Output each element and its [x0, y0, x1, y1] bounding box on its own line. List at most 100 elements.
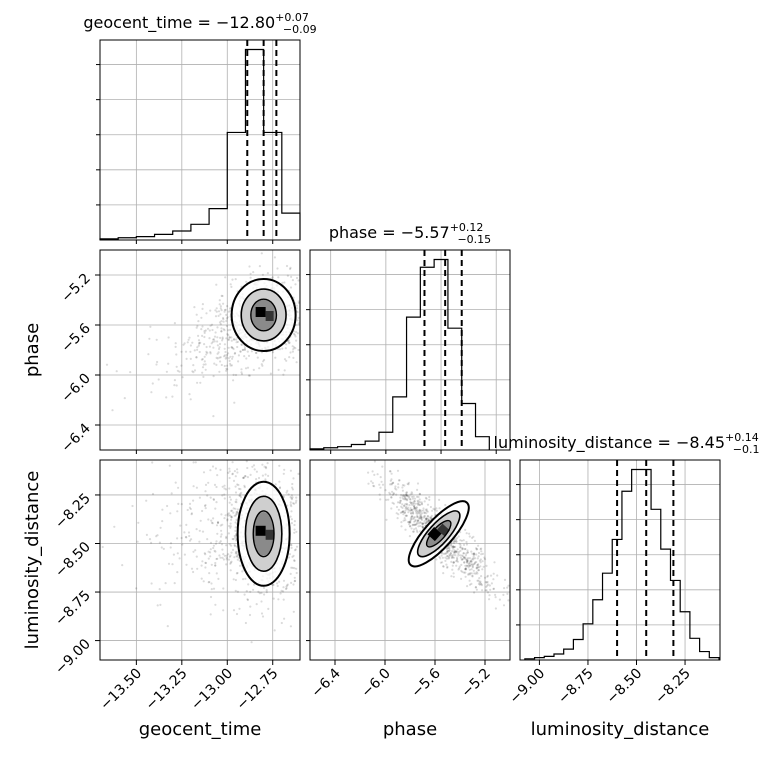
- sample-point: [155, 535, 158, 538]
- sample-point: [226, 518, 229, 521]
- sample-point: [470, 582, 473, 586]
- sample-point: [498, 598, 501, 601]
- sample-point: [425, 517, 428, 521]
- sample-point: [201, 530, 205, 533]
- sample-point: [455, 556, 459, 559]
- sample-point: [253, 468, 256, 471]
- sample-point: [408, 535, 411, 538]
- sample-point: [175, 384, 178, 387]
- sample-point: [288, 553, 291, 556]
- sample-point: [203, 355, 206, 358]
- sample-point: [202, 580, 205, 583]
- sample-point: [190, 513, 193, 516]
- sample-point: [418, 515, 421, 518]
- sample-point: [465, 564, 468, 567]
- sample-point: [422, 509, 425, 512]
- sample-point: [243, 348, 247, 351]
- sample-point: [188, 539, 192, 542]
- sample-point: [290, 510, 293, 513]
- sample-point: [445, 550, 449, 554]
- sample-point: [281, 281, 284, 284]
- sample-point: [166, 504, 169, 508]
- sample-point: [215, 363, 218, 366]
- sample-point: [467, 572, 470, 575]
- sample-point: [473, 562, 476, 566]
- sample-point: [415, 495, 419, 498]
- sample-point: [486, 574, 489, 577]
- sample-point: [401, 489, 404, 492]
- sample-point: [405, 514, 409, 517]
- contour-inner: [252, 510, 275, 558]
- density-peak-cell: [427, 526, 442, 542]
- sample-point: [414, 502, 417, 505]
- sample-point: [420, 515, 423, 519]
- sample-point: [441, 561, 444, 564]
- sample-point: [396, 469, 400, 472]
- sample-point: [435, 507, 438, 510]
- sample-point: [446, 550, 449, 553]
- sample-point: [472, 569, 475, 572]
- sample-point: [296, 319, 299, 322]
- sample-point: [468, 562, 471, 565]
- sample-point: [205, 350, 208, 353]
- sample-point: [390, 478, 393, 481]
- sample-point: [283, 617, 286, 620]
- sample-point: [207, 557, 210, 560]
- sample-point: [484, 581, 487, 584]
- sample-point: [402, 513, 405, 516]
- sample-point: [201, 560, 204, 563]
- sample-point: [442, 565, 445, 568]
- sample-point: [219, 556, 222, 559]
- sample-point: [198, 496, 201, 499]
- sample-point: [272, 597, 275, 600]
- sample-point: [463, 561, 466, 564]
- sample-point: [290, 505, 293, 508]
- sample-point: [396, 501, 400, 504]
- sample-point: [404, 503, 407, 506]
- sample-point: [243, 593, 246, 596]
- sample-point: [230, 551, 233, 554]
- sample-point: [423, 520, 426, 523]
- sample-point: [234, 500, 237, 503]
- sample-point: [472, 555, 475, 558]
- sample-point: [444, 559, 447, 563]
- sample-point: [410, 502, 413, 505]
- sample-point: [188, 336, 191, 339]
- sample-point: [477, 582, 480, 586]
- sample-point: [209, 324, 212, 327]
- sample-point: [457, 535, 460, 538]
- sample-point: [227, 471, 230, 474]
- sample-point: [490, 582, 493, 585]
- sample-point: [255, 478, 258, 481]
- sample-point: [222, 318, 225, 321]
- sample-point: [285, 491, 288, 494]
- sample-point: [403, 517, 406, 520]
- sample-point: [403, 511, 406, 514]
- sample-point: [209, 351, 212, 354]
- sample-point: [461, 547, 464, 550]
- sample-point: [234, 491, 238, 494]
- sample-point: [189, 507, 192, 511]
- sample-point: [131, 504, 134, 508]
- sample-point: [176, 369, 179, 372]
- sample-point: [480, 583, 483, 586]
- sample-point: [291, 555, 294, 559]
- sample-point: [478, 581, 481, 584]
- sample-point: [435, 558, 438, 561]
- sample-point: [161, 508, 164, 511]
- sample-point: [265, 589, 268, 592]
- sample-point: [195, 326, 198, 329]
- sample-point: [232, 609, 236, 612]
- sample-point: [226, 513, 229, 516]
- sample-point: [239, 350, 242, 353]
- sample-point: [479, 561, 482, 564]
- sample-point: [294, 501, 297, 504]
- sample-point: [215, 283, 218, 286]
- sample-point: [407, 521, 410, 524]
- sample-point: [290, 275, 293, 278]
- sample-point: [413, 507, 416, 510]
- sample-point: [215, 524, 219, 527]
- sample-point: [478, 583, 481, 586]
- sample-point: [157, 378, 160, 381]
- sample-point: [231, 537, 234, 541]
